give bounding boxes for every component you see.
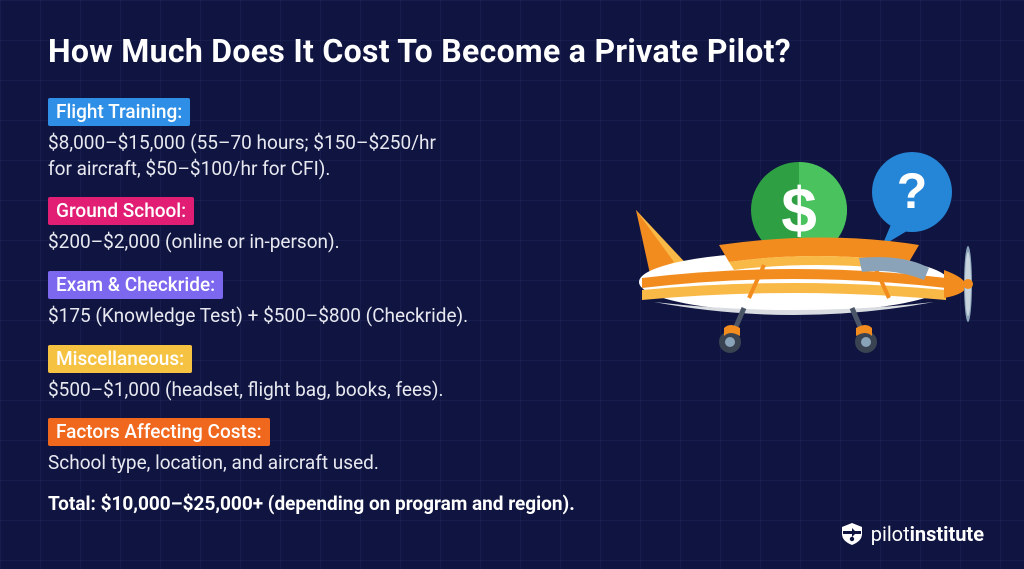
cost-item-exam-checkride: Exam & Checkride: $175 (Knowledge Test) … (48, 271, 618, 329)
cost-item-miscellaneous: Miscellaneous: $500–$1,000 (headset, fli… (48, 345, 618, 403)
cost-desc: $500–$1,000 (headset, flight bag, books,… (48, 377, 618, 403)
question-icon: ? (872, 152, 952, 246)
cost-desc: $175 (Knowledge Test) + $500–$800 (Check… (48, 303, 618, 329)
logo-shield-icon (839, 521, 865, 547)
brand-logo: pilotinstitute (839, 521, 984, 547)
total-cost: Total: $10,000–$25,000+ (depending on pr… (48, 492, 618, 515)
cost-item-flight-training: Flight Training: $8,000–$15,000 (55–70 h… (48, 98, 618, 181)
cost-item-ground-school: Ground School: $200–$2,000 (online or in… (48, 197, 618, 255)
cost-label: Flight Training: (48, 98, 190, 126)
airplane-illustration: $ ? (624, 150, 984, 390)
cost-desc: School type, location, and aircraft used… (48, 450, 618, 476)
cost-list: Flight Training: $8,000–$15,000 (55–70 h… (48, 98, 618, 515)
cost-desc: $8,000–$15,000 (55–70 hours; $150–$250/h… (48, 130, 618, 181)
cost-label: Exam & Checkride: (48, 271, 223, 299)
logo-text: pilotinstitute (871, 522, 984, 546)
cost-label: Miscellaneous: (48, 345, 192, 373)
cost-label: Factors Affecting Costs: (48, 418, 270, 446)
cost-item-factors: Factors Affecting Costs: School type, lo… (48, 418, 618, 476)
page-title: How Much Does It Cost To Become a Privat… (48, 32, 976, 70)
cost-label: Ground School: (48, 197, 194, 225)
cost-desc: $200–$2,000 (online or in-person). (48, 229, 618, 255)
svg-text:?: ? (897, 163, 928, 219)
svg-text:$: $ (781, 174, 817, 246)
